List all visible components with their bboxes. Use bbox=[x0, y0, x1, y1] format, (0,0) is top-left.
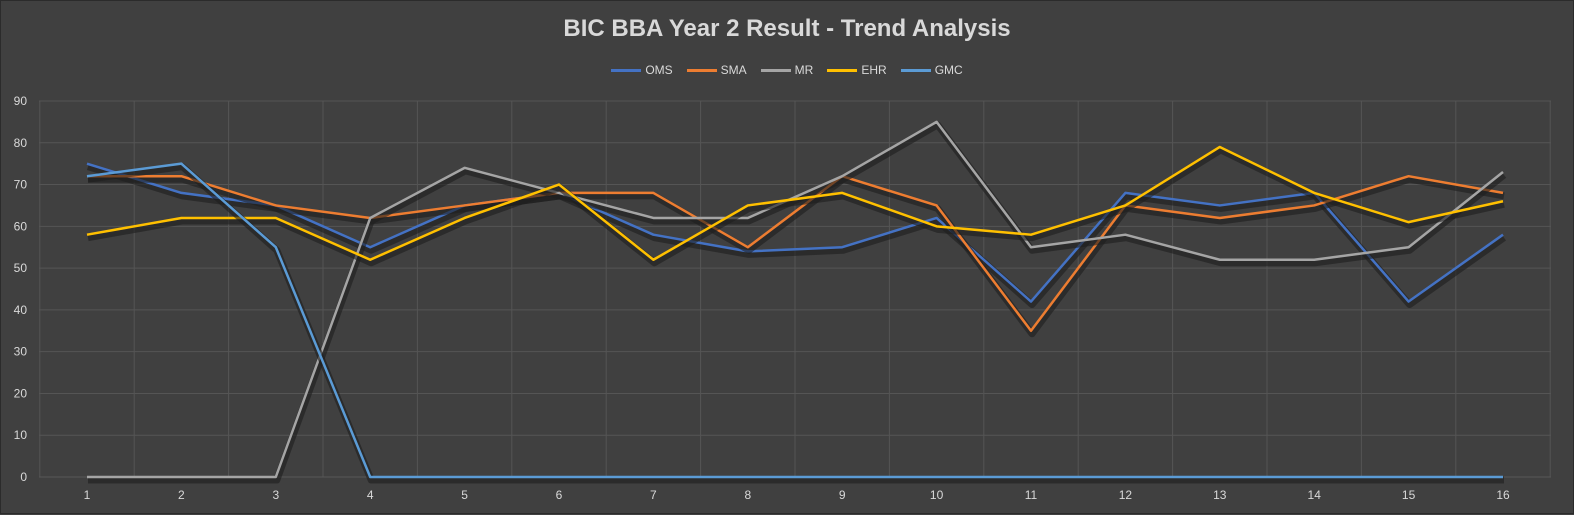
series-shadow-oms bbox=[86, 163, 1507, 309]
series-shadow-sma bbox=[88, 175, 1505, 338]
legend-label: SMA bbox=[720, 63, 747, 77]
legend-label: GMC bbox=[934, 63, 963, 77]
x-tick-label: 12 bbox=[1119, 488, 1133, 502]
legend-item-oms: OMS bbox=[611, 63, 673, 77]
y-tick-label: 80 bbox=[14, 136, 28, 150]
legend-item-sma: SMA bbox=[686, 63, 747, 77]
x-tick-label: 15 bbox=[1402, 488, 1416, 502]
x-tick-label: 8 bbox=[744, 488, 751, 502]
y-tick-label: 70 bbox=[14, 178, 28, 192]
legend-swatch bbox=[760, 68, 791, 72]
series-shadow-ehr bbox=[87, 146, 1505, 267]
series-line-sma bbox=[87, 174, 1504, 333]
series-line-gmc bbox=[86, 162, 1503, 479]
legend-item-ehr: EHR bbox=[827, 63, 887, 77]
x-tick-label: 11 bbox=[1025, 488, 1038, 502]
x-tick-label: 1 bbox=[84, 488, 91, 502]
legend-swatch bbox=[900, 68, 931, 72]
y-tick-label: 30 bbox=[14, 345, 28, 359]
y-tick-label: 90 bbox=[14, 94, 28, 108]
x-tick-label: 5 bbox=[461, 488, 468, 502]
x-tick-label: 6 bbox=[556, 488, 563, 502]
y-tick-label: 20 bbox=[14, 386, 28, 400]
legend-item-mr: MR bbox=[760, 63, 814, 77]
y-tick-label: 50 bbox=[14, 261, 28, 275]
legend-swatch bbox=[686, 68, 717, 72]
x-tick-label: 9 bbox=[839, 488, 846, 502]
series-line-oms bbox=[86, 162, 1504, 303]
legend-label: EHR bbox=[861, 63, 887, 77]
x-tick-label: 14 bbox=[1308, 488, 1322, 502]
x-tick-label: 3 bbox=[272, 488, 279, 502]
x-tick-label: 10 bbox=[930, 488, 944, 502]
x-tick-label: 7 bbox=[650, 488, 657, 502]
x-tick-label: 4 bbox=[367, 488, 374, 502]
legend: OMS SMA MR EHR GMC bbox=[1, 63, 1573, 77]
x-tick-label: 2 bbox=[178, 488, 185, 502]
legend-swatch bbox=[827, 68, 858, 72]
x-tick-label: 16 bbox=[1496, 488, 1510, 502]
legend-swatch bbox=[611, 68, 642, 72]
series-line-ehr bbox=[86, 145, 1504, 262]
legend-label: OMS bbox=[645, 63, 673, 77]
y-tick-label: 60 bbox=[14, 219, 28, 233]
y-tick-label: 40 bbox=[14, 303, 28, 317]
y-tick-label: 0 bbox=[20, 470, 27, 484]
legend-label: MR bbox=[794, 63, 814, 77]
series-line-mr bbox=[87, 120, 1504, 479]
x-tick-label: 13 bbox=[1213, 488, 1227, 502]
legend-item-gmc: GMC bbox=[900, 63, 963, 77]
y-tick-label: 10 bbox=[14, 428, 28, 442]
chart-title: BIC BBA Year 2 Result - Trend Analysis bbox=[563, 15, 1011, 42]
